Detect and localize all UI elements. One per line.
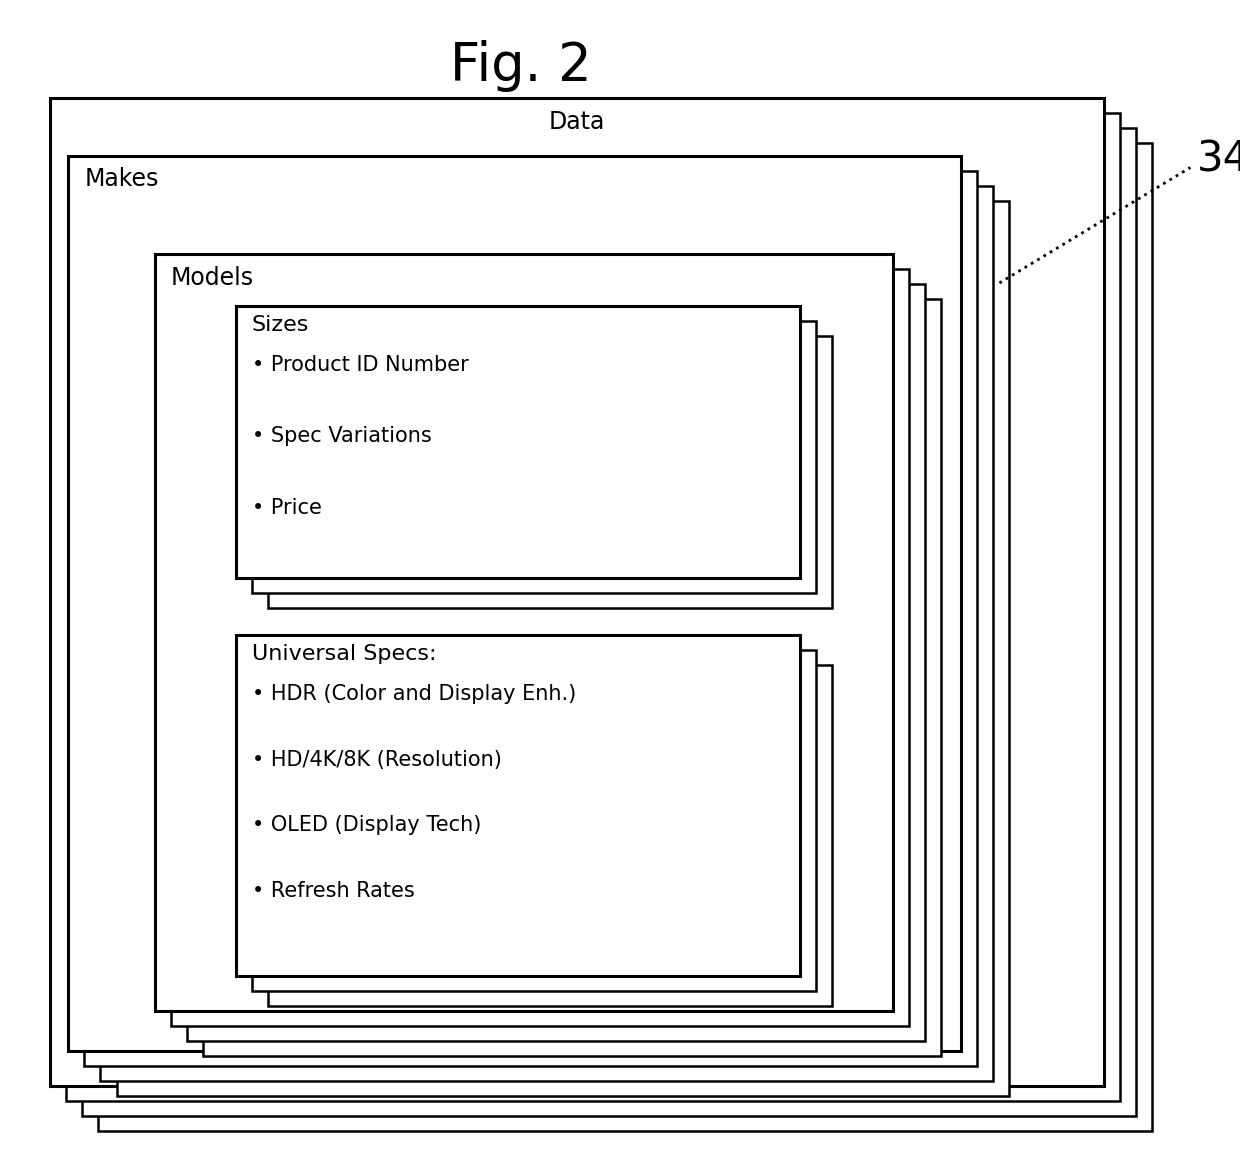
Bar bbox=[203, 299, 941, 1056]
Text: • Price: • Price bbox=[252, 498, 321, 517]
Text: Data: Data bbox=[548, 110, 605, 134]
Text: • Product ID Number: • Product ID Number bbox=[252, 355, 469, 374]
Text: • Refresh Rates: • Refresh Rates bbox=[252, 881, 414, 901]
Bar bbox=[117, 201, 1009, 1096]
Bar bbox=[98, 143, 1152, 1131]
Text: Models: Models bbox=[171, 266, 254, 290]
Bar bbox=[268, 665, 832, 1006]
Bar bbox=[82, 128, 1136, 1116]
Text: • HD/4K/8K (Resolution): • HD/4K/8K (Resolution) bbox=[252, 750, 502, 769]
Text: Sizes: Sizes bbox=[252, 315, 309, 335]
Bar bbox=[155, 254, 893, 1011]
Text: • HDR (Color and Display Enh.): • HDR (Color and Display Enh.) bbox=[252, 684, 575, 703]
Text: 34: 34 bbox=[1197, 139, 1240, 180]
Text: • OLED (Display Tech): • OLED (Display Tech) bbox=[252, 815, 481, 835]
Bar bbox=[171, 269, 909, 1026]
Text: Universal Specs:: Universal Specs: bbox=[252, 644, 436, 664]
Bar bbox=[84, 171, 977, 1066]
Bar bbox=[100, 186, 993, 1081]
Bar bbox=[236, 306, 800, 578]
Text: Makes: Makes bbox=[84, 167, 159, 192]
Text: Fig. 2: Fig. 2 bbox=[450, 40, 591, 92]
Bar bbox=[50, 98, 1104, 1086]
Bar bbox=[268, 336, 832, 608]
Bar bbox=[252, 650, 816, 991]
Bar bbox=[236, 635, 800, 976]
Bar bbox=[187, 284, 925, 1041]
Bar bbox=[252, 321, 816, 593]
Bar bbox=[68, 156, 961, 1051]
Bar bbox=[66, 113, 1120, 1101]
Text: • Spec Variations: • Spec Variations bbox=[252, 426, 432, 446]
